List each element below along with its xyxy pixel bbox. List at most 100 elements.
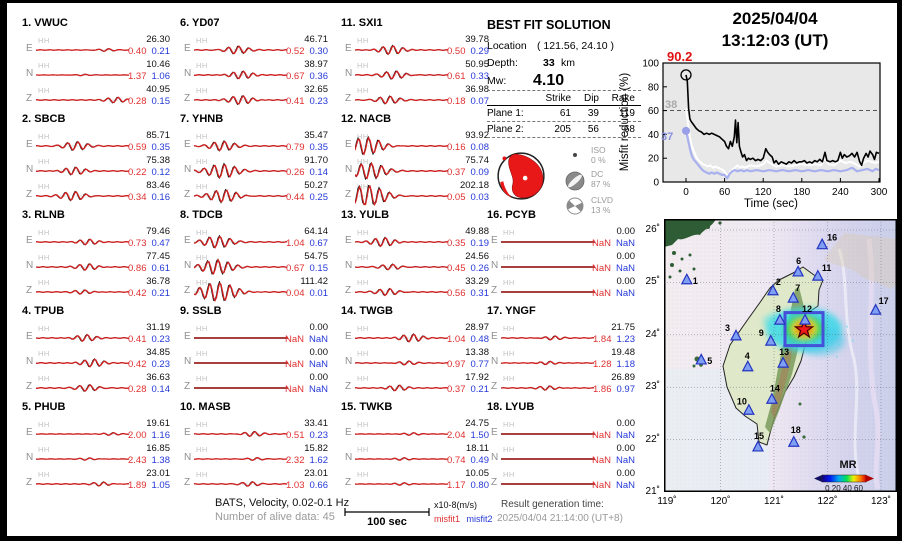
amplitude-value: 64.14 <box>304 226 328 237</box>
mt-decomposition: ISO 0 % DC 87 % CLVD 13 % <box>563 145 653 220</box>
waveform-trace <box>355 287 449 297</box>
trace-row-n: N HH 34.85 0.42 0.23 <box>22 347 174 376</box>
channel-label: HH <box>503 278 515 287</box>
station-block-sxi1: 11. SXI1 E HH 39.78 0.50 0.29 N HH 50.95 0.61 0.33… <box>341 17 493 113</box>
station-number-label: 5 <box>707 356 712 366</box>
misfit-values: 0.67 0.36 <box>256 71 328 82</box>
misfit1-value: 0.34 <box>128 191 147 203</box>
misfit2-value: 0.35 <box>309 141 329 153</box>
misfit1-value: 0.42 <box>128 287 147 299</box>
waveform-trace <box>501 433 595 435</box>
misfit1-value: NaN <box>284 383 304 395</box>
station-marker-9 <box>764 334 777 346</box>
misfit-values: NaN NaN <box>563 263 635 274</box>
misfit-values: NaN NaN <box>563 480 635 491</box>
waveform-trace <box>194 70 288 80</box>
channel-label: HH <box>357 132 369 141</box>
misfit-values: 1.28 1.18 <box>563 359 635 370</box>
component-label: N <box>491 452 499 463</box>
misfit1-value: 0.28 <box>128 383 147 395</box>
misfit2-value: 0.15 <box>151 95 171 107</box>
station-title: 18. LYUB <box>487 401 535 413</box>
trace-row-e: E HH 28.97 1.04 0.48 <box>341 322 493 351</box>
channel-label: HH <box>503 374 515 383</box>
channel-label: HH <box>357 36 369 45</box>
channel-label: HH <box>357 278 369 287</box>
station-number-label: 10 <box>737 396 747 406</box>
location-row: Location ( 121.56, 24.10 ) <box>487 40 614 52</box>
channel-label: HH <box>503 228 515 237</box>
iso-label: ISO <box>591 145 606 155</box>
pressure-axis-dot <box>502 156 507 161</box>
misfit2-value: 1.16 <box>151 429 171 441</box>
channel-label: HH <box>38 61 50 70</box>
svg-text:180: 180 <box>793 187 810 198</box>
amplitude-value: 33.29 <box>465 276 489 287</box>
trace-row-e: E HH 79.46 0.73 0.47 <box>22 226 174 255</box>
count-label-38: 38 <box>665 99 677 111</box>
misfit-values: 2.04 1.50 <box>417 430 489 441</box>
misfit2-value: NaN <box>308 358 328 370</box>
amplitude-value: 39.78 <box>465 34 489 45</box>
misfit1-value: 2.32 <box>286 454 305 466</box>
trace-row-z: Z HH 36.63 0.28 0.14 <box>22 372 174 401</box>
misfit-reduction-chart: 0 20 40 60 80 100 0 60 120 180 240 300 Misfit reduc… <box>619 49 888 210</box>
trace-row-e: E HH 93.92 0.16 0.08 <box>341 130 493 159</box>
station-number-label: 1 <box>693 276 698 286</box>
misfit-values: 0.79 0.35 <box>256 142 328 153</box>
station-title: 6. YD07 <box>180 17 220 29</box>
station-block-nacb: 12. NACB E HH 93.92 0.16 0.08 N HH 75.74 0.37 0.09… <box>341 113 493 209</box>
depth-label: Depth: <box>487 57 518 69</box>
misfit1-value: 1.84 <box>593 333 612 345</box>
misfit-values: 0.28 0.14 <box>98 384 170 395</box>
depth-row: Depth: 33 km <box>487 57 575 69</box>
trace-row-z: Z HH 0.00 NaN NaN <box>180 372 332 401</box>
plane1-row: Plane 1: 61 39 119 <box>487 106 641 122</box>
misfit1-value: 0.44 <box>286 191 305 203</box>
amplitude-value: 35.47 <box>304 130 328 141</box>
misfit1-value: NaN <box>591 287 611 299</box>
trace-row-e: E HH 49.88 0.35 0.19 <box>341 226 493 255</box>
misfit-values: NaN NaN <box>563 430 635 441</box>
misfit-values: NaN NaN <box>563 238 635 249</box>
misfit-values: 0.42 0.23 <box>98 359 170 370</box>
misfit2-value: 0.31 <box>470 287 490 299</box>
svg-text:300: 300 <box>871 187 888 198</box>
misfit2-value: NaN <box>308 333 328 345</box>
channel-label: HH <box>38 420 50 429</box>
misfit2-value: 0.48 <box>470 333 490 345</box>
iso-item: ISO 0 % <box>563 145 653 170</box>
misfit1-value: 1.28 <box>593 358 612 370</box>
clvd-item: CLVD 13 % <box>563 195 653 220</box>
depth-value: 33 <box>543 57 555 69</box>
amplitude-value: 26.89 <box>611 372 635 383</box>
component-label: E <box>26 43 33 54</box>
waveform-trace <box>36 358 130 368</box>
misfit-values: NaN NaN <box>256 334 328 345</box>
channel-label: HH <box>38 445 50 454</box>
frame-bottom <box>0 536 902 541</box>
component-label: E <box>491 235 498 246</box>
mw-label: Mw: <box>487 75 507 87</box>
misfit2-value: 1.05 <box>151 479 171 491</box>
dc-icon <box>565 171 585 191</box>
component-label: Z <box>491 285 498 296</box>
misfit1-value: 0.61 <box>447 70 466 82</box>
misfit2-value: 0.09 <box>470 166 490 178</box>
misfit2-value: 0.25 <box>309 191 329 203</box>
channel-label: HH <box>38 86 50 95</box>
amplitude-value: 54.75 <box>304 251 328 262</box>
waveform-trace <box>194 258 288 275</box>
count-label-37: 37 <box>661 131 673 143</box>
channel-label: HH <box>196 278 208 287</box>
component-label: N <box>491 260 499 271</box>
component-label: E <box>345 43 352 54</box>
amplitude-value: 77.45 <box>146 251 170 262</box>
station-block-yd07: 6. YD07 E HH 46.71 0.52 0.30 N HH 38.97 0.67 0.36 Z… <box>180 17 332 113</box>
trace-row-n: N HH 0.00 NaN NaN <box>487 443 639 472</box>
station-number-label: 11 <box>822 263 832 273</box>
station-title: 12. NACB <box>341 113 392 125</box>
component-label: E <box>491 331 498 342</box>
misfit-values: 0.16 0.08 <box>417 142 489 153</box>
